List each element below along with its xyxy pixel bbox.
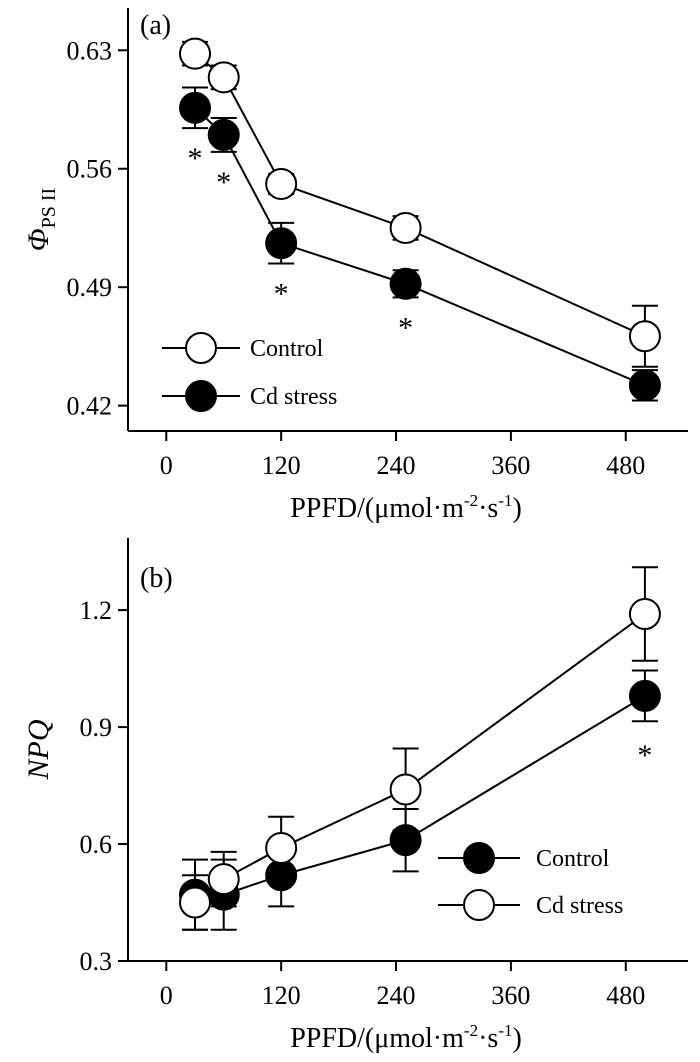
panel-b-legend-label: Control — [536, 846, 610, 872]
panel-a-x-tick-label: 120 — [262, 451, 301, 480]
panel-b-significance-star: * — [637, 739, 652, 772]
panel-b-data-point — [628, 598, 661, 631]
panel-b-legend-label: Cd stress — [536, 893, 623, 919]
panel-a-y-tick-label: 0.42 — [67, 392, 113, 421]
panel-b-x-tick-label: 240 — [377, 981, 416, 1010]
panel-b-x-axis-label: PPFD/(μmol·m-2·s-1) — [290, 1021, 522, 1054]
panel-a-x-tick-label: 240 — [377, 451, 416, 480]
panel-b-series-cd-stress — [182, 566, 658, 931]
panel-a-legend-marker — [185, 380, 217, 412]
panel-a-y-axis-label: ΦPS II — [22, 188, 60, 251]
panel-b-data-point — [389, 773, 422, 806]
panel-b-data-point — [389, 824, 422, 857]
panel-a-significance-star: * — [274, 277, 289, 310]
panel-a-data-point — [207, 61, 240, 94]
panel-b-data-point — [265, 859, 298, 892]
panel-a-y-tick-label: 0.63 — [67, 36, 113, 65]
panel-a-legend-label: Cd stress — [250, 384, 337, 410]
panel-a-data-point — [628, 369, 661, 402]
panel-a-significance-star: * — [398, 311, 413, 344]
panel-a-data-point — [207, 118, 240, 151]
panel-b-y-axis-label: NPQ — [22, 719, 55, 780]
panel-a-x-tick-label: 0 — [160, 451, 173, 480]
panel-a-y-tick-label: 0.56 — [67, 155, 113, 184]
panel-b-x-tick-label: 0 — [160, 981, 173, 1010]
panel-b-y-tick-label: 0.6 — [80, 830, 113, 859]
panel-a-series-line — [194, 52, 646, 338]
panel-a-data-point — [265, 167, 298, 200]
panel-b-data-point — [179, 886, 212, 919]
panel-b-x-tick-label: 480 — [606, 981, 645, 1010]
panel-a-x-axis-label: PPFD/(μmol·m-2·s-1) — [290, 491, 522, 524]
panel-b-legend-marker — [463, 842, 495, 874]
panel-b-panel-label: (b) — [140, 563, 173, 594]
panel-a-significance-star: * — [188, 142, 203, 175]
panel-a-chart: 0 120 240 360 480 0.42 0.49 0.56 0.63 PPFD/(μmol·… — [22, 8, 688, 524]
panel-b-data-point — [265, 831, 298, 864]
panel-b-chart: 0 120 240 360 480 0.3 0.6 0.9 1.2 PPFD/(μmol·m-2·… — [22, 538, 688, 1054]
panel-b-legend-marker — [463, 889, 495, 921]
panel-b-x-tick-label: 120 — [262, 981, 301, 1010]
panel-a-legend-label: Control — [250, 336, 324, 362]
panel-a-data-point — [265, 227, 298, 260]
panel-a-significance-star: * — [216, 166, 231, 199]
panel-a-panel-label: (a) — [140, 10, 171, 41]
panel-b-y-tick-label: 1.2 — [80, 596, 113, 625]
panel-b-x-tick-label: 360 — [491, 981, 530, 1010]
panel-a-data-point — [389, 267, 422, 300]
panel-a-legend: Control Cd stress — [162, 332, 337, 412]
panel-a-data-point — [389, 211, 422, 244]
panel-a-data-point — [179, 91, 212, 124]
panel-b-legend: Control Cd stress — [438, 842, 623, 921]
panel-a-data-point — [179, 37, 212, 70]
panel-a-legend-marker — [185, 332, 217, 364]
panel-b-y-tick-label: 0.9 — [80, 713, 113, 742]
panel-a-data-point — [628, 320, 661, 353]
panel-b-y-tick-label: 0.3 — [80, 947, 113, 976]
panel-a-x-tick-label: 360 — [491, 451, 530, 480]
panel-a-series-control — [182, 40, 658, 368]
panel-a-y-tick-label: 0.49 — [67, 273, 113, 302]
panel-b-data-point — [207, 863, 240, 896]
panel-a-x-tick-label: 480 — [606, 451, 645, 480]
panel-b-data-point — [628, 679, 661, 712]
panel-b-series-control — [182, 669, 658, 931]
